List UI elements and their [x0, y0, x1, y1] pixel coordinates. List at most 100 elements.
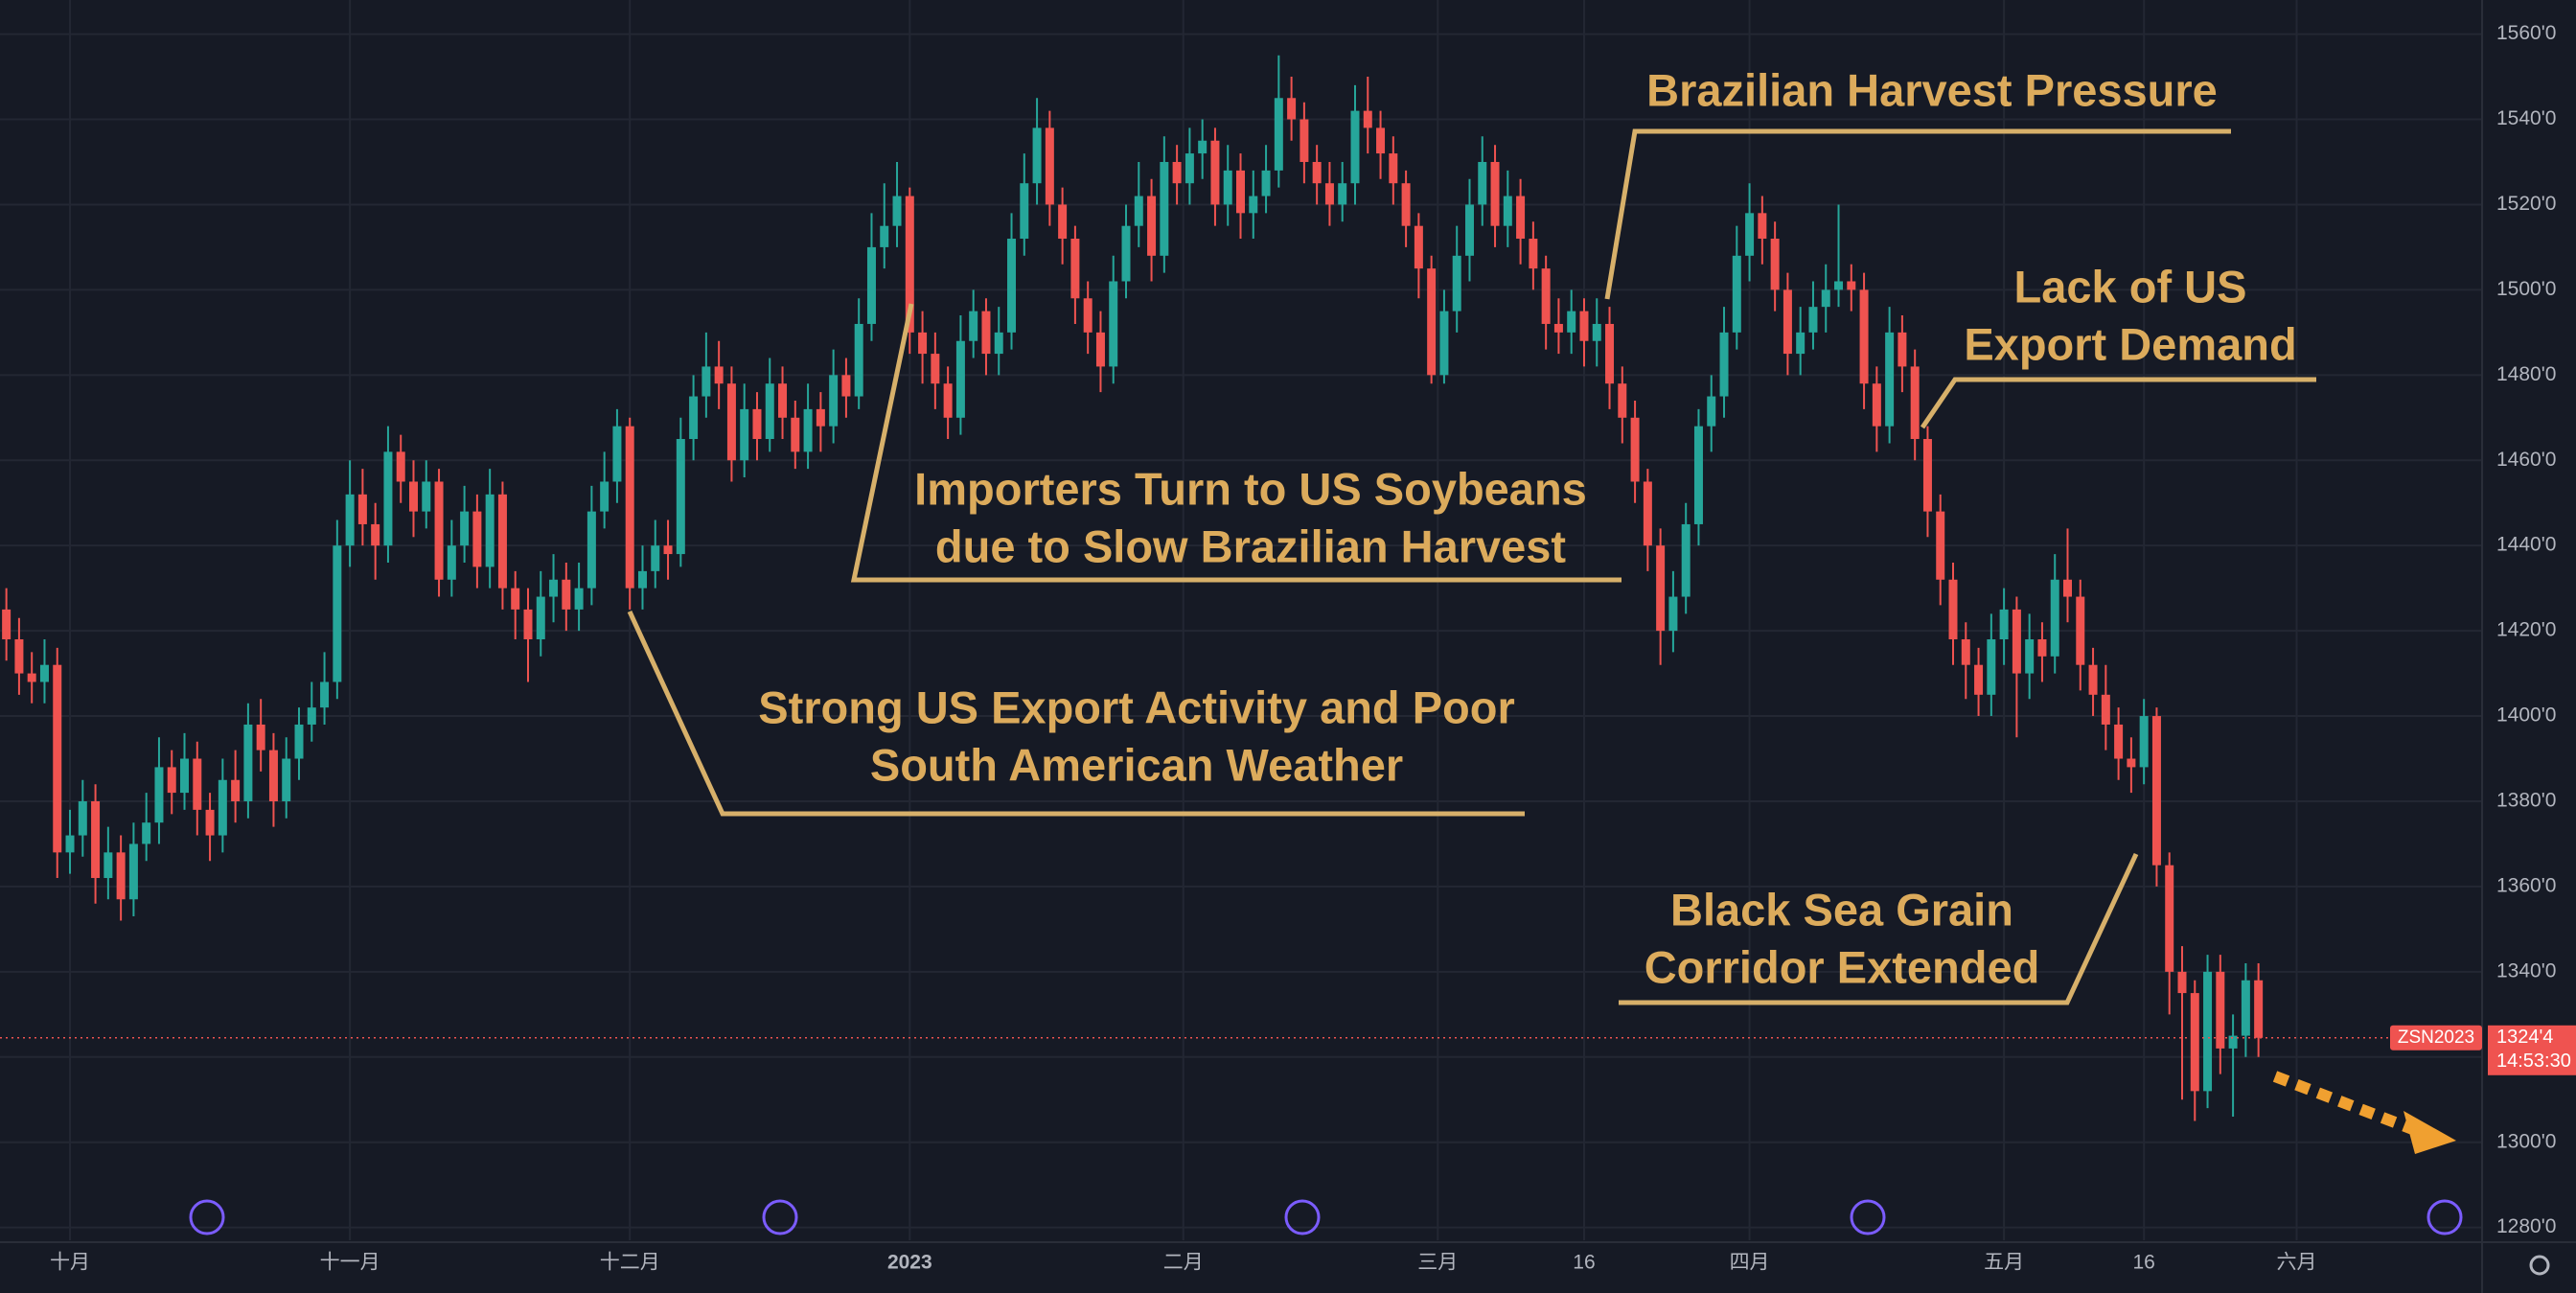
- candle-body: [1083, 298, 1092, 333]
- candle-body: [1363, 110, 1372, 128]
- candle-body: [1376, 127, 1386, 154]
- candle-body: [625, 426, 634, 589]
- candle-body: [2190, 993, 2199, 1092]
- candle-body: [1719, 332, 1729, 397]
- candle-body: [1656, 545, 1666, 632]
- candle-body: [1312, 161, 1322, 184]
- candle-body: [116, 852, 126, 900]
- candle-body: [1707, 396, 1716, 427]
- candle-body: [969, 311, 978, 341]
- candle-body: [154, 767, 164, 823]
- candle-body: [2088, 664, 2098, 695]
- candle-body: [2241, 980, 2250, 1036]
- candle-body: [1999, 609, 2009, 640]
- candle-body: [918, 332, 928, 355]
- candle-body: [1287, 98, 1297, 120]
- candle-body: [1592, 323, 1601, 341]
- annotation-text: Brazilian Harvest Pressure: [1646, 64, 2218, 115]
- settings-icon[interactable]: [2529, 1255, 2550, 1276]
- candle-body: [892, 196, 902, 226]
- candle-body: [333, 545, 342, 682]
- x-tick-label: 2023: [887, 1252, 932, 1274]
- candle-body: [460, 511, 470, 546]
- candle-body: [1350, 110, 1360, 184]
- candle-body: [1770, 239, 1780, 290]
- annotation-text: Importers Turn to US Soybeans: [914, 463, 1587, 514]
- candle-body: [981, 311, 991, 355]
- candle-body: [383, 451, 393, 546]
- candle-body: [307, 707, 316, 725]
- candle-body: [1516, 196, 1526, 240]
- candle-body: [1070, 239, 1080, 299]
- candle-body: [1553, 323, 1563, 333]
- candle-body: [1020, 183, 1029, 240]
- y-tick-label: 1400'0: [2496, 704, 2556, 727]
- candle-body: [2203, 971, 2213, 1092]
- candle-body: [866, 246, 876, 324]
- candle-body: [1452, 255, 1461, 312]
- candle-body: [2151, 716, 2161, 866]
- candle-body: [243, 724, 253, 801]
- candle-body: [1796, 332, 1806, 355]
- annotation-leader: [1920, 377, 2316, 429]
- candle-body: [218, 779, 227, 836]
- candle-body: [205, 809, 215, 836]
- annotation-text: South American Weather: [870, 739, 1403, 790]
- candle-body: [574, 588, 584, 610]
- candle-body: [1693, 426, 1703, 524]
- candle-body: [434, 481, 444, 580]
- candle-body: [1529, 239, 1538, 269]
- candle-body: [841, 375, 851, 397]
- candle-body: [1541, 268, 1551, 324]
- candle-body: [2025, 639, 2035, 674]
- candle-body: [39, 664, 49, 682]
- candle-body: [396, 451, 405, 482]
- candle-body: [1643, 481, 1652, 546]
- candle-body: [345, 494, 355, 546]
- candle-body: [2177, 971, 2187, 994]
- candle-body: [1974, 664, 1984, 695]
- arrow-head: [2404, 1111, 2456, 1154]
- event-icon: [1284, 1199, 1321, 1235]
- candle-body: [1847, 281, 1856, 290]
- event-icon: [189, 1199, 225, 1235]
- candle-body: [1121, 225, 1131, 282]
- symbol-badge: [2390, 1025, 2482, 1051]
- x-tick-label: 十一月: [320, 1252, 380, 1274]
- candle-body: [142, 822, 151, 844]
- candle-body: [931, 354, 940, 384]
- y-tick-label: 1440'0: [2496, 534, 2556, 556]
- candle-body: [816, 408, 825, 427]
- candle-body: [1936, 511, 1945, 580]
- y-tick-label: 1340'0: [2496, 959, 2556, 981]
- candle-body: [91, 800, 101, 879]
- candle-body: [2228, 1035, 2238, 1049]
- candle-body: [1427, 268, 1437, 376]
- y-tick-label: 1280'0: [2496, 1215, 2556, 1237]
- candle-body: [1490, 161, 1500, 226]
- event-icon: [2426, 1199, 2463, 1235]
- candle-body: [1223, 170, 1232, 205]
- annotation-leader: [1604, 128, 2231, 300]
- candle-body: [1032, 127, 1042, 184]
- candle-body: [676, 439, 685, 555]
- candle-body: [1109, 281, 1118, 367]
- candle-body: [1961, 639, 1970, 665]
- candle-body: [2012, 609, 2021, 674]
- candle-body: [1808, 307, 1818, 333]
- candle-body: [637, 570, 647, 589]
- candle-body: [523, 609, 533, 640]
- candle-body: [1414, 225, 1423, 269]
- candle-body: [1859, 289, 1869, 384]
- candle-body: [1872, 383, 1881, 427]
- event-icons: [189, 1199, 2463, 1235]
- candle-body: [2076, 596, 2085, 665]
- candle-body: [193, 758, 202, 810]
- y-tick-label: 1480'0: [2496, 363, 2556, 385]
- candle-body: [1147, 196, 1157, 256]
- x-tick-label: 十月: [50, 1252, 90, 1274]
- candle-body: [726, 383, 736, 461]
- candle-body: [549, 579, 559, 597]
- candle-body: [2139, 716, 2149, 768]
- candle-body: [2037, 639, 2047, 657]
